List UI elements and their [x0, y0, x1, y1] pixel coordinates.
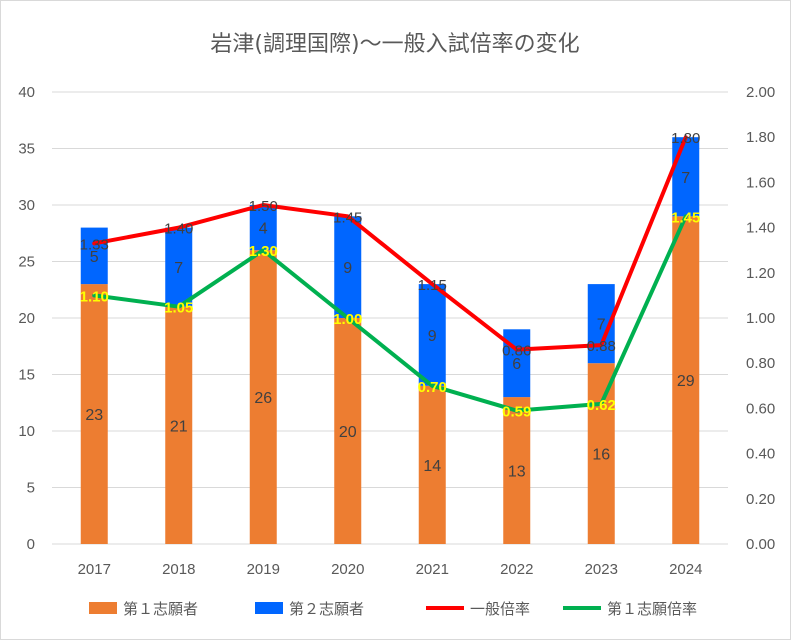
bar-second-choice-label: 4: [259, 221, 268, 238]
bar-first-choice-label: 13: [508, 464, 526, 481]
legend-label: 第２志願者: [289, 600, 364, 618]
line-first-choice-ratio: [92, 214, 688, 413]
right-axis: 0.00 0.20 0.40 0.60 0.80 1.00 1.20 1.40 1.60 1.80…: [746, 84, 775, 553]
first-choice-ratio-label: 1.45: [671, 209, 700, 226]
bar-first-choice-label: 23: [85, 407, 103, 424]
bar-first-choice: [587, 363, 615, 544]
x-tick-label: 2017: [78, 561, 111, 578]
bar-second-choice-label: 6: [512, 356, 521, 373]
bar-second-choice: [334, 216, 362, 318]
x-tick-label: 2021: [416, 561, 449, 578]
right-tick-label: 1.60: [746, 174, 775, 191]
x-tick-label: 2020: [331, 561, 364, 578]
bar-second-choice-label: 5: [90, 249, 99, 266]
x-tick-label: 2022: [500, 561, 533, 578]
bar-first-choice: [249, 250, 277, 544]
bar-second-choice-label: 9: [428, 328, 437, 345]
legend-swatch: [255, 602, 283, 614]
left-axis: 0 5 10 15 20 25 30 35 40: [18, 84, 35, 553]
left-tick-label: 35: [18, 141, 35, 158]
bar-second-choice: [672, 137, 700, 217]
legend-item: 第１志願者: [89, 600, 198, 618]
bar-second-choice: [80, 227, 108, 285]
bar-second-choice-label: 9: [343, 260, 352, 277]
general-ratio-label: 1.15: [418, 277, 447, 294]
general-ratio-label: 0.88: [587, 338, 616, 355]
left-tick-label: 10: [18, 423, 35, 440]
first-choice-ratio-label: 1.30: [249, 243, 278, 260]
legend: 第１志願者 第２志願者 一般倍率 第１志願倍率: [89, 600, 697, 618]
chart-title: 岩津(調理国際)～一般入試倍率の変化: [210, 32, 579, 57]
general-ratio-label: 1.50: [249, 198, 278, 215]
right-tick-label: 0.80: [746, 355, 775, 372]
bar-second-choice-label: 7: [681, 170, 690, 187]
legend-item: 第１志願倍率: [563, 600, 697, 618]
bar-first-choice-label: 29: [677, 373, 695, 390]
left-tick-label: 20: [18, 310, 35, 327]
bar-second-choice-label: 7: [597, 317, 606, 334]
bar-first-choice-label: 26: [254, 390, 272, 407]
first-choice-ratio-label: 1.00: [333, 311, 362, 328]
bar-first-choice-label: 20: [339, 424, 357, 441]
legend-label: 一般倍率: [470, 600, 530, 618]
line-series: 1.33 1.40 1.50 1.45 1.15 0.86 0.88 1.80 1.10 1.05…: [80, 130, 701, 420]
first-choice-ratio-label: 1.05: [164, 300, 193, 317]
left-tick-label: 30: [18, 197, 35, 214]
x-tick-label: 2024: [669, 561, 702, 578]
legend-label: 第１志願者: [123, 600, 198, 618]
bar-second-choice-label: 7: [174, 260, 183, 277]
right-tick-label: 2.00: [746, 84, 775, 101]
bar-first-choice: [334, 318, 362, 544]
bar-first-choice: [80, 284, 108, 544]
x-tick-label: 2023: [585, 561, 618, 578]
bar-first-choice: [672, 216, 700, 545]
x-tick-label: 2018: [162, 561, 195, 578]
bar-first-choice: [165, 306, 193, 544]
left-tick-label: 25: [18, 254, 35, 271]
line-general-ratio: [92, 135, 688, 352]
general-ratio-label: 1.33: [80, 236, 109, 253]
bar-series: 23 5 21 7 26 4 20 9 14 9 13 6 16 7 29 7: [80, 137, 700, 545]
bar-first-choice-label: 14: [423, 458, 441, 475]
left-tick-label: 15: [18, 367, 35, 384]
right-tick-label: 1.80: [746, 129, 775, 146]
right-tick-label: 1.40: [746, 220, 775, 237]
bar-first-choice-label: 21: [170, 418, 188, 435]
right-tick-label: 1.20: [746, 265, 775, 282]
bar-second-choice: [418, 284, 446, 386]
legend-item: 第２志願者: [255, 600, 364, 618]
bar-second-choice: [249, 205, 277, 251]
legend-label: 第１志願倍率: [607, 600, 697, 618]
general-ratio-label: 1.40: [164, 221, 193, 238]
legend-swatch: [89, 602, 117, 614]
first-choice-ratio-label: 0.70: [418, 379, 447, 396]
gridlines: [52, 91, 728, 545]
first-choice-ratio-label: 0.59: [502, 404, 531, 421]
left-tick-label: 40: [18, 84, 35, 101]
bar-first-choice: [418, 385, 446, 544]
bar-first-choice: [503, 397, 531, 544]
general-ratio-label: 0.86: [502, 343, 531, 360]
bar-second-choice: [165, 227, 193, 307]
legend-item: 一般倍率: [426, 600, 530, 618]
first-choice-ratio-label: 0.62: [587, 397, 616, 414]
left-tick-label: 5: [27, 480, 35, 497]
right-tick-label: 0.00: [746, 536, 775, 553]
right-tick-label: 1.00: [746, 310, 775, 327]
bar-first-choice-label: 16: [592, 447, 610, 464]
right-tick-label: 0.40: [746, 446, 775, 463]
x-tick-label: 2019: [247, 561, 280, 578]
x-axis: 2017 2018 2019 2020 2021 2022 2023 2024: [78, 561, 703, 578]
general-ratio-label: 1.80: [671, 130, 700, 147]
right-tick-label: 0.20: [746, 491, 775, 508]
left-tick-label: 0: [27, 536, 35, 553]
general-ratio-label: 1.45: [333, 209, 362, 226]
right-tick-label: 0.60: [746, 400, 775, 417]
first-choice-ratio-label: 1.10: [80, 288, 109, 305]
